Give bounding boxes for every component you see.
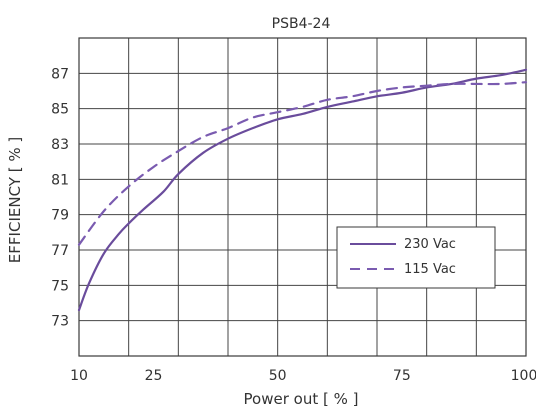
legend-box bbox=[336, 226, 496, 289]
y-tick-label: 77 bbox=[51, 243, 69, 259]
y-tick-label: 87 bbox=[51, 66, 69, 82]
plot-frame bbox=[78, 37, 527, 357]
x-tick-label: 25 bbox=[145, 368, 163, 384]
chart-title: PSB4-24 bbox=[272, 16, 331, 32]
x-tick-label: 100 bbox=[511, 368, 536, 384]
y-tick-labels: 73 75 77 79 81 83 85 87 bbox=[51, 66, 69, 329]
y-tick-label: 81 bbox=[51, 172, 69, 188]
x-tick-label: 50 bbox=[269, 368, 287, 384]
y-tick-label: 85 bbox=[51, 102, 69, 118]
series-layer bbox=[77, 68, 528, 312]
legend: 230 Vac 115 Vac bbox=[336, 226, 496, 289]
x-tick-label: 10 bbox=[70, 368, 88, 384]
y-tick-label: 83 bbox=[51, 137, 69, 153]
legend-label-115vac: 115 Vac bbox=[404, 262, 456, 277]
x-axis-label: Power out [ % ] bbox=[244, 390, 359, 408]
y-axis-label: EFFICIENCY [ % ] bbox=[6, 137, 24, 263]
series-line-115vac bbox=[77, 81, 528, 246]
legend-label-230vac: 230 Vac bbox=[404, 237, 456, 252]
y-tick-label: 75 bbox=[51, 278, 69, 294]
y-tick-label: 79 bbox=[51, 208, 69, 224]
y-tick-label: 73 bbox=[51, 314, 69, 330]
x-tick-labels: 10 25 50 75 100 bbox=[70, 368, 536, 384]
x-tick-label: 75 bbox=[393, 368, 411, 384]
